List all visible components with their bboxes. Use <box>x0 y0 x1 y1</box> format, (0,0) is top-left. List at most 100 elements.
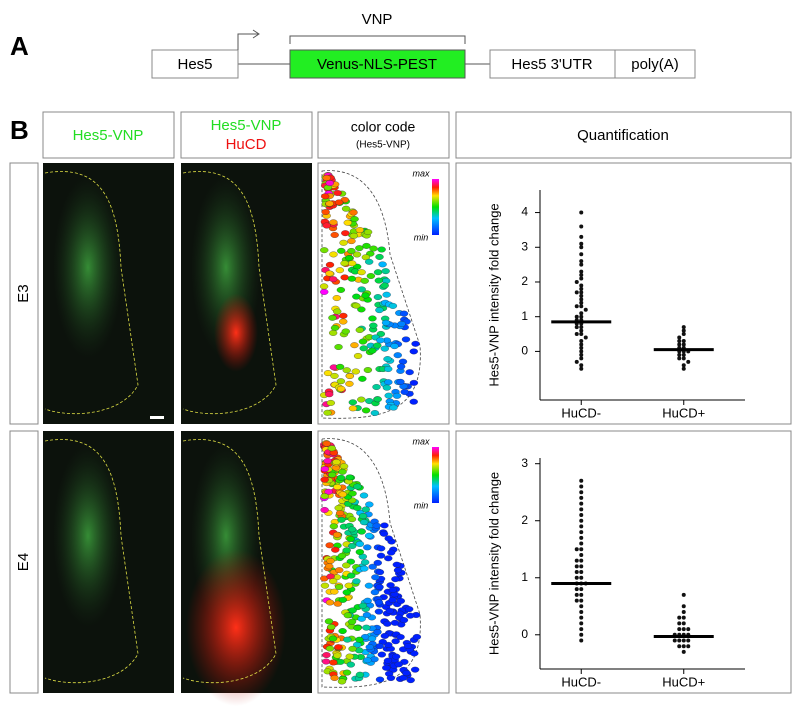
point <box>686 638 691 643</box>
cell <box>337 678 347 685</box>
point <box>579 632 584 637</box>
point <box>574 598 579 603</box>
cell <box>334 584 344 590</box>
cell <box>327 445 336 452</box>
cell <box>335 510 345 517</box>
cell <box>383 356 392 363</box>
cell <box>396 598 405 604</box>
promoter-box <box>151 49 239 79</box>
y-tick-label: 1 <box>521 570 528 584</box>
cell <box>384 366 393 372</box>
cell <box>333 484 342 490</box>
cell <box>342 669 352 676</box>
cell <box>335 567 344 574</box>
row-label-box <box>9 430 39 694</box>
cell <box>336 286 346 293</box>
point <box>686 627 691 632</box>
point <box>583 307 588 312</box>
colorbar-min: min <box>414 500 429 510</box>
point <box>574 359 579 364</box>
cell <box>357 615 366 622</box>
point <box>579 513 584 518</box>
cell <box>384 555 393 562</box>
cell <box>400 389 409 395</box>
y-tick-label: 3 <box>521 239 528 253</box>
cell <box>376 545 386 552</box>
utr-label: Hes5 3'UTR <box>511 56 592 73</box>
cell <box>337 552 347 559</box>
cell <box>353 504 362 511</box>
cell <box>348 399 357 406</box>
construct-label: VNP <box>362 11 393 28</box>
cell <box>359 345 368 352</box>
point <box>579 311 584 316</box>
point <box>579 621 584 626</box>
x-tick-label: HuCD+ <box>662 405 705 420</box>
cell <box>384 392 393 399</box>
cell <box>366 273 376 279</box>
cell <box>325 180 334 187</box>
cell <box>372 384 381 390</box>
point <box>681 604 686 609</box>
cell <box>355 636 364 643</box>
cell <box>320 493 329 500</box>
point <box>574 290 579 295</box>
cell <box>329 276 338 283</box>
cell <box>372 522 381 529</box>
cell <box>357 269 366 276</box>
cell <box>411 340 420 347</box>
header-box <box>42 111 175 159</box>
point <box>579 490 584 495</box>
cell <box>406 677 415 684</box>
point <box>579 570 584 575</box>
cell <box>325 261 335 268</box>
cell <box>357 306 366 313</box>
point <box>579 290 584 295</box>
cell <box>396 634 405 640</box>
point <box>681 592 686 597</box>
point <box>579 609 584 614</box>
point <box>681 325 686 330</box>
cell <box>358 375 367 382</box>
cell <box>360 277 369 284</box>
cell <box>348 607 357 614</box>
colorbar <box>432 447 439 503</box>
cell <box>396 363 406 370</box>
header: Quantification <box>577 127 669 144</box>
point <box>579 575 584 580</box>
point <box>579 338 584 343</box>
cell <box>355 245 364 252</box>
cell <box>334 344 343 350</box>
cell <box>368 347 377 354</box>
header: color code <box>351 119 416 135</box>
point <box>579 332 584 337</box>
cell <box>352 302 361 309</box>
cell <box>405 369 414 376</box>
cell <box>374 277 383 284</box>
cell <box>351 368 360 375</box>
cell <box>352 578 361 585</box>
cell <box>332 531 342 538</box>
cell <box>347 572 356 579</box>
cell <box>319 283 329 290</box>
point <box>579 587 584 592</box>
point <box>579 507 584 512</box>
cell <box>373 559 382 566</box>
point <box>574 575 579 580</box>
cell <box>332 459 341 465</box>
cell <box>344 582 353 589</box>
cell <box>373 342 382 349</box>
cell <box>369 322 378 329</box>
header-box <box>455 111 792 159</box>
cell <box>362 624 371 631</box>
cell <box>380 632 389 639</box>
cell <box>375 643 384 650</box>
cell <box>376 337 385 344</box>
cell <box>325 270 334 277</box>
point <box>677 644 682 649</box>
cell <box>399 310 409 317</box>
cell <box>388 597 397 603</box>
cell <box>334 504 343 511</box>
cell <box>390 343 399 350</box>
point <box>579 518 584 523</box>
